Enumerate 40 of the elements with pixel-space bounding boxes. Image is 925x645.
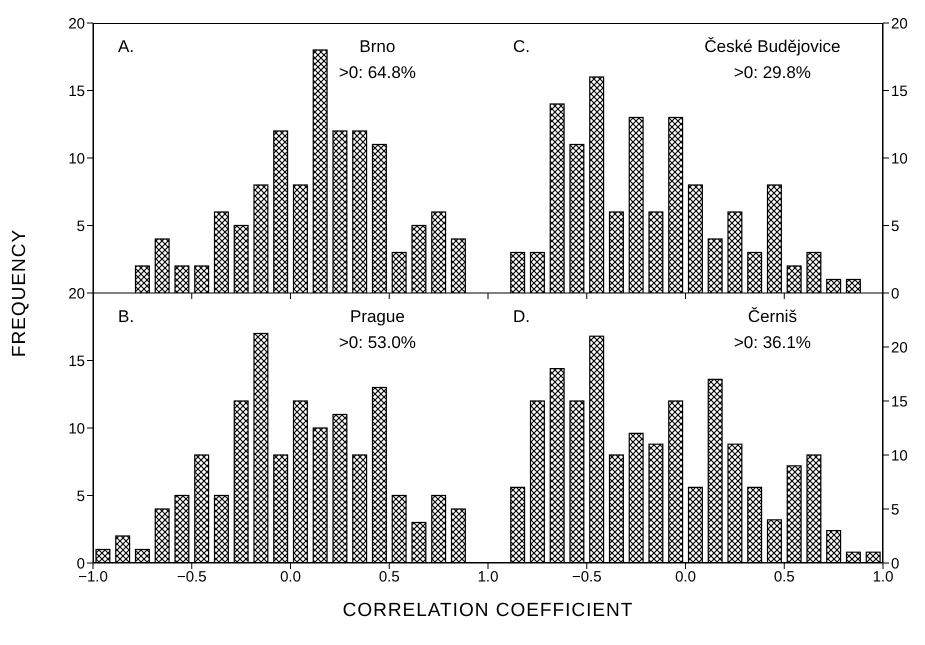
y-tick-label: 20	[68, 15, 85, 32]
x-tick-label: 0.0	[280, 568, 301, 586]
y-tick-label: 5	[891, 501, 900, 518]
annotation: Brno	[359, 37, 396, 57]
y-tick-label: 15	[891, 393, 908, 410]
x-tick-label: −0.5	[176, 568, 207, 586]
y-tick-label: 20	[68, 285, 85, 302]
x-tick-label: 1.0	[872, 568, 894, 586]
y-tick-label: 5	[891, 218, 900, 235]
y-tick-label: 10	[68, 420, 85, 438]
x-tick-label: 0.0	[675, 568, 696, 586]
annotation: České Budějovice	[704, 37, 840, 57]
annotation: >0: 64.8%	[338, 63, 416, 83]
annotation: Prague	[350, 307, 405, 327]
y-tick-label: 5	[76, 218, 85, 235]
x-tick-label: −0.5	[572, 568, 602, 586]
y-tick-label: 15	[68, 352, 85, 370]
x-tick-label: 0.5	[774, 568, 795, 586]
y-axis-title: FREQUENCY	[9, 228, 31, 358]
y-tick-label: 10	[891, 447, 908, 464]
y-tick-label: 10	[68, 150, 85, 168]
annotation: >0: 53.0%	[338, 333, 416, 353]
annotation: A.	[118, 37, 134, 57]
annotation: D.	[513, 307, 530, 327]
y-tick-label: 10	[891, 150, 908, 168]
y-tick-label: 0	[891, 555, 900, 572]
annotation: B.	[118, 307, 134, 327]
annotation: C.	[513, 37, 530, 57]
x-tick-label: 0.5	[378, 568, 400, 586]
annotation: Černiš	[748, 307, 797, 327]
x-tick-label: 1.0	[478, 568, 498, 586]
x-axis-title: CORRELATION COEFFICIENT	[342, 600, 634, 622]
annotation: >0: 36.1%	[734, 333, 811, 353]
y-tick-label: 20	[891, 339, 908, 356]
y-tick-label: 20	[891, 15, 908, 32]
y-tick-label: 5	[76, 488, 85, 505]
y-tick-label: 15	[68, 82, 85, 100]
annotation: >0: 29.8%	[734, 63, 811, 83]
y-tick-label: 15	[891, 82, 908, 100]
y-tick-label: 0	[891, 285, 900, 302]
